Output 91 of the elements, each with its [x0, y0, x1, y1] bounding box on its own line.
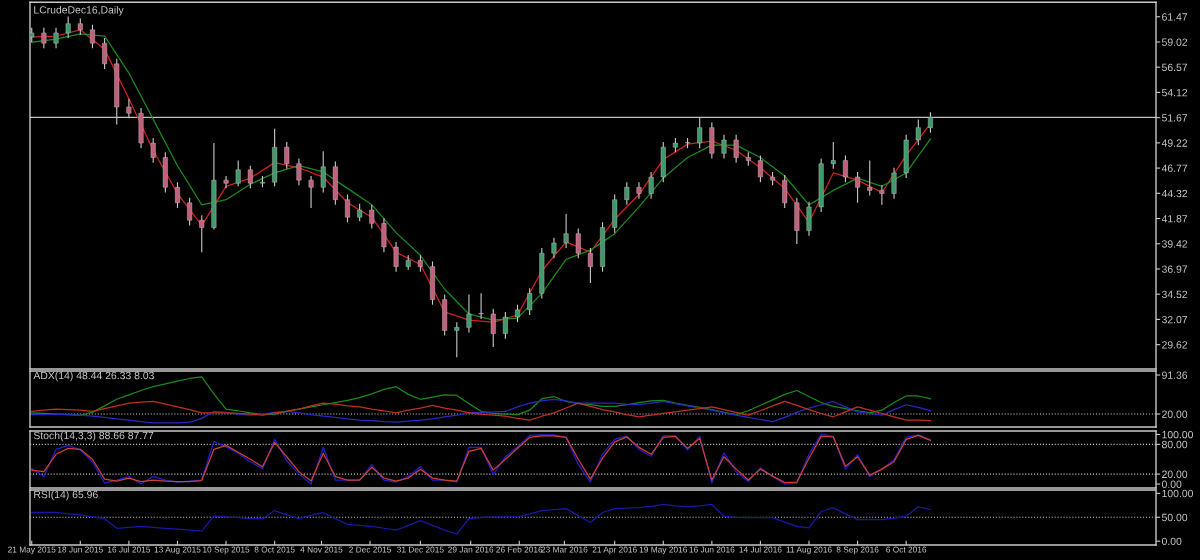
x-tick-label: 11 Aug 2016	[786, 546, 832, 555]
y-tick-label: 0.00	[1161, 537, 1182, 546]
x-tick-label: 8 Oct 2015	[254, 546, 295, 553]
y-tick-label: 36.97	[1161, 265, 1188, 273]
candlestick	[563, 213, 569, 249]
y-tick-label: 41.87	[1161, 215, 1188, 223]
candlestick	[102, 37, 108, 70]
candlestick	[284, 141, 290, 170]
x-tick-label: 16 Jun 2016	[689, 546, 735, 553]
candlestick	[199, 214, 205, 253]
line-series	[31, 503, 932, 535]
y-tick-label: 49.22	[1161, 139, 1188, 147]
candlestick	[308, 175, 314, 209]
x-tick-label: 6 Oct 2016	[886, 546, 927, 553]
chart-title: Stoch(14,3,3) 88.66 87.77	[33, 431, 154, 442]
candlestick	[345, 193, 350, 223]
y-tick-label: 46.77	[1161, 164, 1188, 172]
candlestick	[65, 15, 71, 39]
x-tick-label: 8 Sep 2016	[836, 546, 879, 555]
candlestick	[320, 150, 326, 194]
x-tick-label: 31 Dec 2015	[397, 546, 444, 553]
x-tick-label: 19 May 2016	[639, 546, 687, 555]
candlestick	[891, 167, 897, 200]
x-tick-label: 21 Apr 2016	[592, 546, 637, 555]
candlestick	[527, 287, 533, 316]
candlestick	[830, 141, 836, 170]
candlestick	[624, 181, 630, 206]
candlestick	[757, 154, 763, 183]
candlestick	[454, 321, 460, 358]
chart-title: ADX(14) 48.44 26.33 8.03	[33, 371, 154, 382]
candlestick	[587, 247, 593, 284]
y-tick-label: 91.36	[1162, 371, 1188, 379]
candlestick	[187, 197, 193, 226]
y-tick-label: 20.00	[1162, 470, 1188, 478]
y-tick-label: 51.67	[1161, 114, 1188, 122]
candlestick	[369, 204, 375, 230]
candlestick	[842, 154, 848, 183]
y-tick-label: 20.00	[1162, 410, 1188, 418]
candlestick	[733, 134, 739, 164]
y-tick-label: 80.00	[1162, 440, 1188, 449]
candlestick	[502, 311, 508, 340]
x-tick-label: 18 Jun 2015	[58, 546, 103, 553]
candlestick	[89, 24, 95, 49]
x-tick-label: 16 Jul 2015	[107, 546, 151, 553]
x-tick-label: 13 Aug 2015	[154, 546, 201, 555]
x-tick-label: 14 Jul 2016	[739, 546, 782, 553]
y-tick-label: 61.47	[1162, 13, 1188, 21]
y-tick-label: 0.00	[1161, 480, 1182, 488]
y-tick-label: 54.12	[1161, 88, 1188, 97]
y-tick-label: 100.00	[1162, 430, 1194, 439]
candlestick	[490, 308, 496, 348]
candlestick	[393, 241, 399, 273]
candlestick	[721, 134, 727, 160]
y-tick-label: 56.57	[1161, 63, 1188, 72]
candlestick	[296, 157, 302, 186]
chart-title: RSI(14) 65.96	[34, 490, 98, 501]
y-tick-label: 59.02	[1161, 38, 1188, 46]
candlestick	[150, 137, 156, 164]
candlestick	[247, 165, 253, 189]
candlestick	[41, 27, 47, 49]
candlestick	[575, 227, 581, 259]
candlestick	[855, 171, 861, 204]
x-tick-label: 21 May 2015	[8, 546, 56, 555]
x-tick-label: 23 Mar 2016	[541, 546, 588, 553]
x-tick-label: 4 Nov 2015	[300, 546, 343, 553]
candlestick	[648, 171, 654, 200]
candlestick	[381, 217, 387, 253]
y-tick-label: 50.00	[1161, 513, 1188, 522]
candlestick	[867, 160, 873, 197]
x-tick-label: 2 Dec 2015	[349, 546, 392, 553]
candlestick	[53, 27, 59, 49]
y-tick-label: 34.52	[1161, 290, 1188, 299]
candlestick	[806, 201, 812, 237]
y-tick-label: 100.00	[1162, 489, 1194, 498]
candlestick	[175, 181, 180, 209]
candlestick	[782, 174, 788, 209]
chart-title: LCrudeDec16,Daily	[34, 5, 124, 16]
x-tick-label: 26 Feb 2016	[496, 546, 543, 553]
x-tick-label: 29 Jan 2016	[448, 546, 494, 553]
y-tick-label: 44.32	[1161, 189, 1188, 198]
candlestick	[223, 175, 229, 189]
y-tick-label: 39.42	[1161, 240, 1188, 248]
candlestick	[636, 181, 642, 200]
candlestick	[478, 292, 484, 320]
y-tick-label: 29.62	[1162, 341, 1188, 349]
candlestick	[551, 237, 557, 259]
y-tick-label: 32.07	[1161, 315, 1188, 324]
candlestick	[235, 160, 241, 187]
x-tick-label: 10 Sep 2015	[203, 546, 250, 555]
candlestick	[879, 184, 885, 206]
candlestick	[466, 293, 472, 334]
